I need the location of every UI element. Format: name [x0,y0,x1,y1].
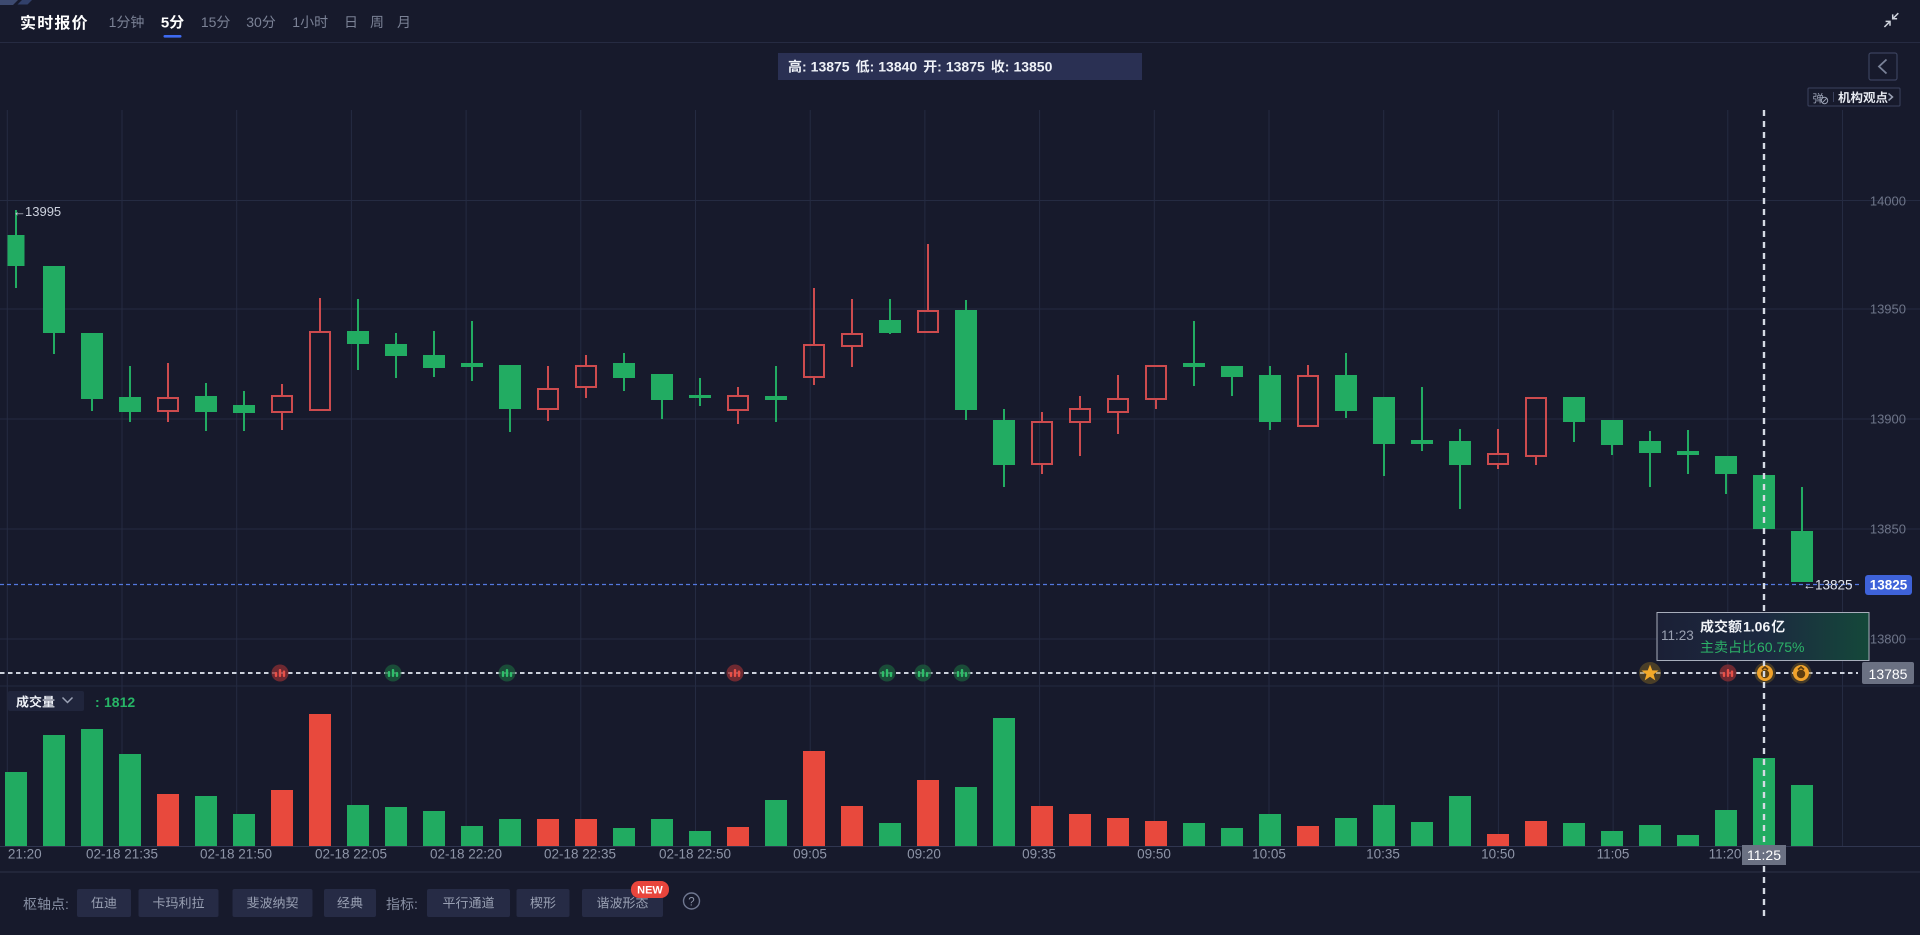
svg-text:13900: 13900 [1870,412,1906,427]
svg-text:NEW: NEW [637,885,663,897]
svg-text::: : [414,896,418,912]
svg-text:30: 30 [246,14,262,30]
svg-text:09:20: 09:20 [907,847,941,862]
svg-text:09:05: 09:05 [793,847,827,862]
svg-text:5: 5 [161,15,169,32]
svg-text:?: ? [688,897,694,909]
svg-text::: : [802,59,807,75]
svg-text:10:50: 10:50 [1481,847,1515,862]
svg-text:13840: 13840 [878,59,917,75]
svg-text:←: ← [13,204,26,219]
svg-text:02-18 21:50: 02-18 21:50 [200,847,272,862]
svg-text:11:05: 11:05 [1597,847,1630,862]
svg-text::: : [870,59,875,75]
svg-text:13875: 13875 [946,59,985,75]
svg-text:02-18 21:35: 02-18 21:35 [86,847,158,862]
svg-text:1.06: 1.06 [1743,619,1770,635]
svg-text:13825: 13825 [1815,578,1853,593]
svg-text:1812: 1812 [104,694,135,710]
svg-text:02-18 22:50: 02-18 22:50 [659,847,731,862]
svg-text:15: 15 [201,14,217,30]
svg-text:11:23: 11:23 [1661,628,1694,643]
svg-text:13995: 13995 [25,204,61,219]
svg-text:10:35: 10:35 [1366,847,1400,862]
svg-text:09:50: 09:50 [1137,847,1171,862]
svg-text:1: 1 [109,14,117,30]
svg-text:13875: 13875 [811,59,850,75]
svg-text::: : [1005,59,1010,75]
svg-text::: : [65,896,69,912]
svg-text:02-18 22:05: 02-18 22:05 [315,847,387,862]
svg-text:13950: 13950 [1870,302,1906,317]
svg-text:21:20: 21:20 [8,847,42,862]
svg-text:60.75%: 60.75% [1757,639,1804,655]
svg-text:14000: 14000 [1870,194,1906,209]
svg-text:←: ← [1803,578,1816,593]
svg-text::: : [95,694,100,710]
svg-text:13850: 13850 [1013,59,1052,75]
svg-text:10:05: 10:05 [1252,847,1286,862]
svg-text:09:35: 09:35 [1022,847,1056,862]
svg-text:13825: 13825 [1870,578,1908,593]
svg-text::: : [937,59,942,75]
svg-text:13800: 13800 [1870,632,1906,647]
svg-text:02-18 22:35: 02-18 22:35 [544,847,616,862]
svg-text:1: 1 [292,14,300,30]
svg-text:02-18 22:20: 02-18 22:20 [430,847,502,862]
svg-text:13850: 13850 [1870,522,1906,537]
svg-text:11:20: 11:20 [1709,847,1742,862]
svg-text:13785: 13785 [1869,666,1908,682]
svg-text:11:25: 11:25 [1747,847,1781,863]
